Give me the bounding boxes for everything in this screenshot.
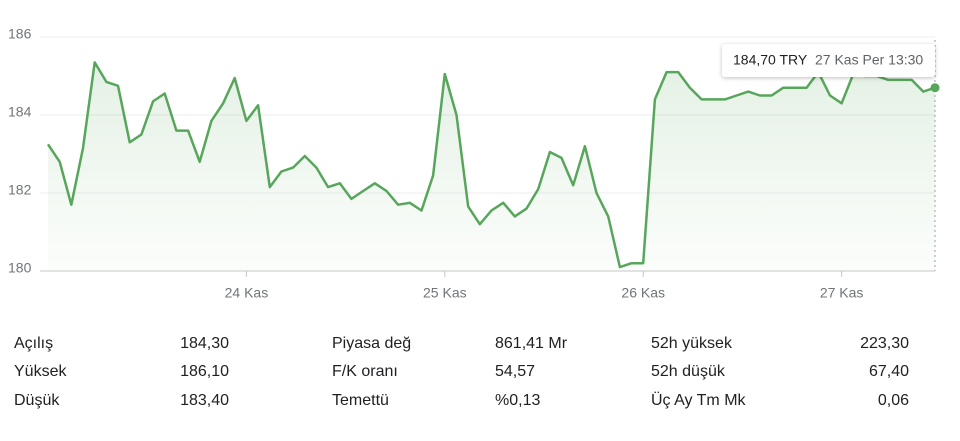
y-tick-label: 186 — [8, 26, 32, 42]
tooltip-price: 184,70 TRY — [733, 52, 808, 68]
stat-value: 183,40 — [180, 392, 229, 409]
x-tick-label: 24 Kas — [225, 285, 269, 301]
stat-value: 67,40 — [868, 363, 909, 380]
stat-value: %0,13 — [495, 392, 541, 409]
stat-value: 223,30 — [860, 335, 909, 352]
stat-label: Açılış — [14, 335, 54, 352]
area — [48, 62, 935, 272]
stat-label: 52h düşük — [651, 363, 725, 380]
stat-label: F/K oranı — [332, 363, 398, 380]
stat-value: 186,10 — [180, 363, 229, 380]
stat-value: 184,30 — [180, 335, 229, 352]
stat-label: Yüksek — [14, 363, 67, 380]
x-tick-label: 25 Kas — [423, 285, 467, 301]
stat-value: 861,41 Mr — [495, 335, 568, 352]
stat-label: Üç Ay Tm Mk — [651, 392, 746, 409]
stat-label: Temettü — [332, 392, 389, 409]
tooltip-time: 27 Kas Per 13:30 — [815, 52, 923, 68]
tooltip-box — [722, 44, 935, 77]
y-tick-label: 180 — [8, 260, 32, 276]
hover-point — [930, 83, 940, 93]
x-tick-label: 26 Kas — [621, 285, 665, 301]
tooltip: 184,70 TRY 27 Kas Per 13:30 — [722, 44, 935, 77]
stat-label: Düşük — [14, 392, 60, 409]
stat-value: 0,06 — [877, 392, 909, 409]
y-tick-label: 184 — [8, 104, 32, 120]
price-line — [46, 61, 936, 269]
stat-label: Piyasa değ — [332, 335, 412, 352]
stat-value: 54,57 — [495, 363, 536, 380]
chart: 180 182 184 186 24 Kas 25 Kas 26 Kas 27 Kas 184,… — [8, 26, 940, 301]
y-tick-label: 182 — [8, 182, 32, 198]
stat-label: 52h yüksek — [651, 335, 732, 352]
x-tick-label: 27 Kas — [820, 285, 864, 301]
